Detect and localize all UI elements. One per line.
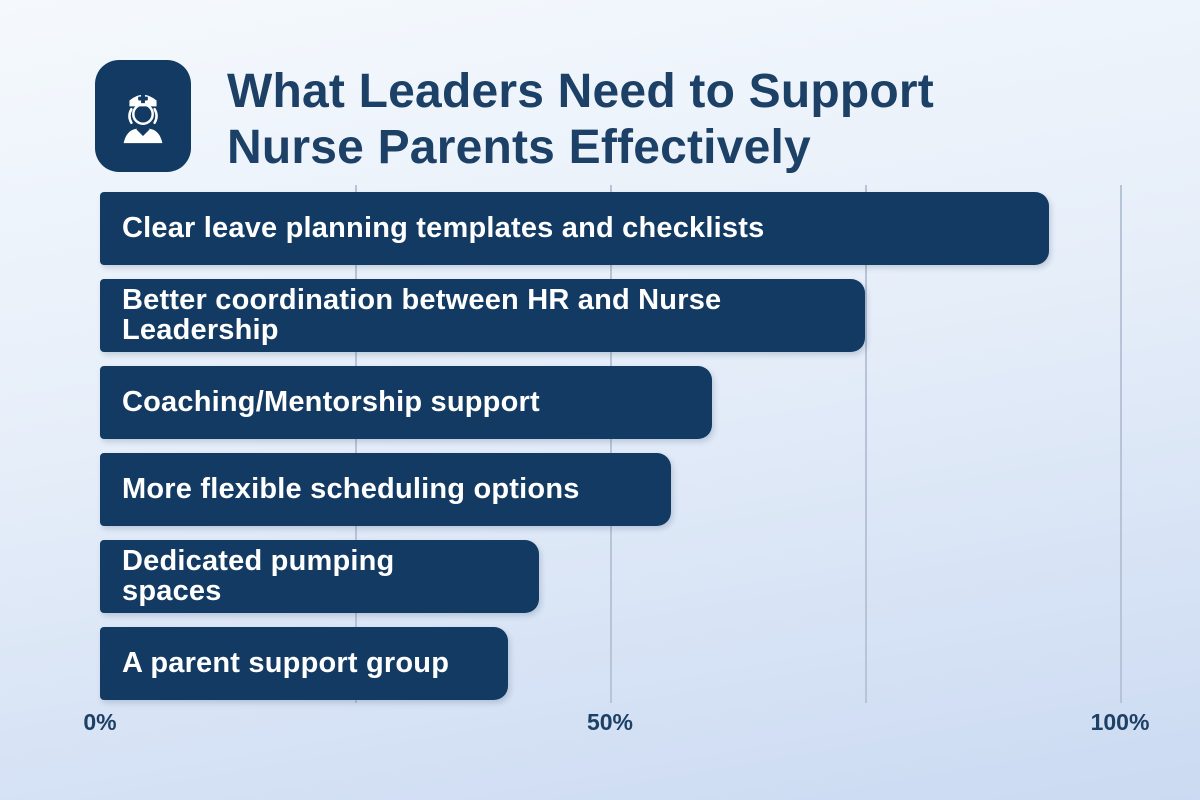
header: What Leaders Need to Support Nurse Paren… <box>95 60 934 176</box>
bar-1: Clear leave planning templates and check… <box>100 192 1049 265</box>
bar-4: More flexible scheduling options <box>100 453 672 526</box>
bar-6: A parent support group <box>100 627 508 700</box>
bar-label-2: Better coordination between HR and Nurse… <box>122 283 722 346</box>
x-tick-0pct: 0% <box>83 709 117 735</box>
gridline-50 <box>610 185 612 703</box>
bar-chart: Clear leave planning templates and check… <box>83 185 1149 760</box>
gridline-75 <box>865 185 867 703</box>
bar-label-1: Clear leave planning templates and check… <box>122 211 765 244</box>
bar-5: Dedicated pumping spaces <box>100 540 539 613</box>
bar-label-5: Dedicated pumping spaces <box>122 544 395 607</box>
x-tick-100pct: 100% <box>1090 709 1150 735</box>
bar-3: Coaching/Mentorship support <box>100 366 712 439</box>
x-tick-50pct: 50% <box>586 709 634 735</box>
gridlines <box>100 185 1122 703</box>
bar-label-6: A parent support group <box>122 646 450 679</box>
chart-title-line-1: What Leaders Need to Support <box>227 65 934 118</box>
bar-2: Better coordination between HR and Nurse… <box>100 279 865 352</box>
x-axis: 0% 50% 100% <box>83 709 1149 743</box>
bar-label-4: More flexible scheduling options <box>122 472 580 505</box>
chart-title-line-2: Nurse Parents Effectively <box>227 121 811 175</box>
gridline-25 <box>355 185 357 703</box>
bars: Clear leave planning templates and check… <box>100 185 1120 703</box>
bar-label-3: Coaching/Mentorship support <box>122 385 540 418</box>
nurse-icon-glyph <box>123 93 163 144</box>
gridline-100 <box>1120 185 1122 703</box>
chart-title: What Leaders Need to Support Nurse Paren… <box>227 60 934 176</box>
nurse-icon <box>95 60 191 172</box>
